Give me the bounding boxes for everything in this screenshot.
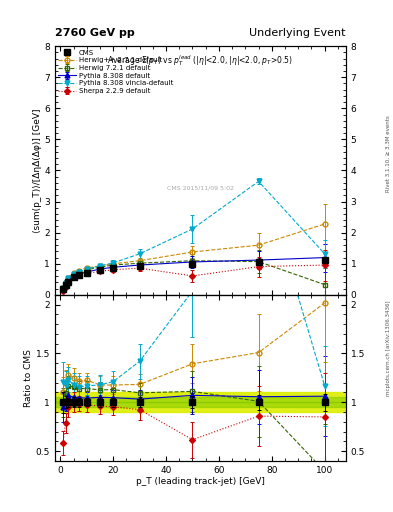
Text: Average $\Sigma(p_T)$ vs $p_T^{lead}$ ($|\eta|$<2.0, $|\eta|$<2.0, $p_T$>0.5): Average $\Sigma(p_T)$ vs $p_T^{lead}$ ($… (107, 54, 294, 69)
Text: Rivet 3.1.10, ≥ 3.3M events: Rivet 3.1.10, ≥ 3.3M events (386, 115, 391, 192)
Text: mcplots.cern.ch [arXiv:1306.3436]: mcplots.cern.ch [arXiv:1306.3436] (386, 301, 391, 396)
Y-axis label: ⟨sum(p_T)⟩/[ΔηΔ(Δφ)] [GeV]: ⟨sum(p_T)⟩/[ΔηΔ(Δφ)] [GeV] (33, 108, 42, 233)
Bar (55, 397, 346, 407)
Text: 2760 GeV pp: 2760 GeV pp (55, 28, 135, 38)
Y-axis label: Ratio to CMS: Ratio to CMS (24, 349, 33, 407)
Legend: CMS, Herwig++ 2.7.1 default, Herwig 7.2.1 default, Pythia 8.308 default, Pythia : CMS, Herwig++ 2.7.1 default, Herwig 7.2.… (57, 48, 174, 96)
Text: CMS 2015/11/09 5:02: CMS 2015/11/09 5:02 (167, 185, 234, 190)
X-axis label: p_T (leading track-jet) [GeV]: p_T (leading track-jet) [GeV] (136, 477, 265, 486)
Bar (55, 393, 346, 412)
Text: Underlying Event: Underlying Event (249, 28, 346, 38)
